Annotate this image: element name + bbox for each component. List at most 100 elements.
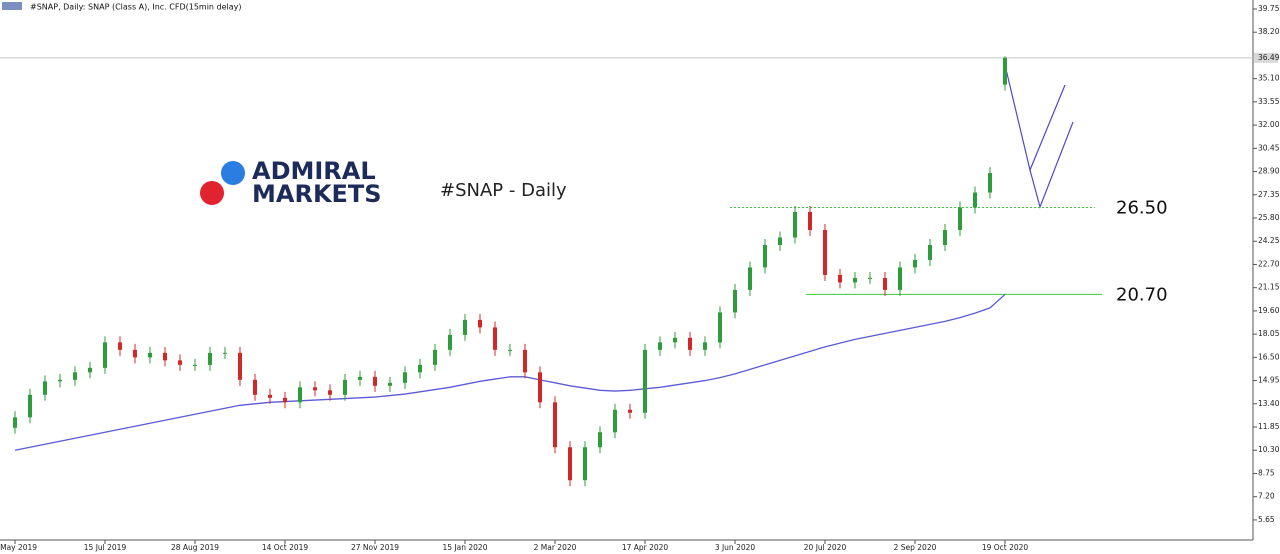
candle-body: [448, 334, 452, 350]
current-price-box: [1254, 52, 1278, 63]
candle-body: [823, 229, 827, 275]
logo-dot-red: [200, 181, 224, 205]
candle-body: [703, 342, 707, 350]
x-tick-label: 15 Jul 2019: [84, 543, 127, 552]
candle-body: [148, 352, 152, 358]
candle-body: [598, 432, 602, 448]
candle-body: [223, 352, 227, 354]
candle-body: [793, 212, 797, 238]
candle-body: [1003, 57, 1007, 85]
y-tick-label: 27.35: [1258, 190, 1280, 199]
candle-body: [628, 409, 632, 413]
candle-body: [88, 367, 92, 373]
candle-body: [748, 267, 752, 290]
y-tick-label: 21.15: [1258, 283, 1280, 292]
candle-body: [688, 337, 692, 350]
candle-body: [958, 207, 962, 230]
candle-body: [358, 376, 362, 380]
header-icon: [2, 2, 22, 10]
candle-body: [538, 372, 542, 403]
candle-body: [103, 342, 107, 368]
candle-body: [853, 277, 857, 283]
candle-body: [403, 372, 407, 383]
candle-body: [388, 382, 392, 386]
candle-body: [13, 417, 17, 428]
candle-body: [898, 267, 902, 290]
candle-body: [673, 337, 677, 343]
candle-body: [553, 402, 557, 448]
candle-body: [58, 379, 62, 382]
logo-line1: ADMIRAL: [252, 157, 376, 185]
y-tick-label: 24.25: [1258, 236, 1280, 245]
y-tick-label: 16.50: [1258, 352, 1280, 361]
y-tick-label: 38.20: [1258, 27, 1280, 36]
candle-body: [373, 376, 377, 386]
candle-body: [718, 312, 722, 343]
y-tick-label: 13.40: [1258, 399, 1280, 408]
candle-body: [418, 364, 422, 373]
y-tick-label: 11.85: [1258, 422, 1280, 431]
candle-body: [208, 352, 212, 365]
candle-body: [163, 352, 167, 361]
logo-line2: MARKETS: [252, 180, 382, 208]
y-tick-label: 14.95: [1258, 376, 1280, 385]
x-tick-label: 28 Aug 2019: [171, 543, 219, 552]
candle-body: [508, 349, 512, 351]
candle-body: [583, 447, 587, 481]
y-tick-label: 18.05: [1258, 329, 1280, 338]
x-tick-label: 15 Jan 2020: [443, 543, 488, 552]
candle-body: [658, 342, 662, 350]
y-tick-label: 30.45: [1258, 143, 1280, 152]
level-label: 20.70: [1116, 284, 1168, 305]
projection-arrow: [1029, 121, 1074, 209]
candle-body: [118, 342, 122, 350]
candle-body: [463, 319, 467, 335]
x-tick-label: 3 Jun 2020: [715, 543, 756, 552]
candle-body: [928, 244, 932, 260]
candle-body: [838, 274, 842, 283]
x-tick-label: 27 Nov 2019: [351, 543, 399, 552]
header: #SNAP, Daily: SNAP (Class A), Inc. CFD(1…: [30, 3, 242, 12]
candle-body: [238, 352, 242, 380]
candle-body: [643, 349, 647, 413]
chart-title: #SNAP - Daily: [440, 180, 567, 201]
candle-body: [433, 349, 437, 365]
candle-body: [988, 173, 992, 193]
moving-average: [14, 293, 1006, 451]
candle-body: [973, 192, 977, 208]
candle-body: [43, 381, 47, 395]
level-label: 26.50: [1116, 198, 1168, 219]
y-tick-label: 22.70: [1258, 259, 1280, 268]
y-tick-label: 39.75: [1258, 4, 1280, 13]
candle-body: [73, 372, 77, 380]
y-tick-label: 7.20: [1258, 492, 1275, 501]
candle-body: [268, 394, 272, 398]
candle-body: [868, 277, 872, 279]
current-price-label: 36.49: [1258, 53, 1280, 62]
candle-body: [523, 349, 527, 373]
candle-body: [493, 327, 497, 350]
candle-body: [133, 349, 137, 358]
candle-body: [943, 229, 947, 245]
y-tick-label: 5.65: [1258, 515, 1275, 524]
candle-body: [763, 244, 767, 268]
candle-body: [808, 212, 812, 230]
y-tick-label: 35.10: [1258, 74, 1280, 83]
candle-body: [613, 409, 617, 433]
x-tick-label: 2 Mar 2020: [534, 543, 577, 552]
y-tick-label: 8.75: [1258, 468, 1275, 477]
x-tick-label: 20 Jul 2020: [804, 543, 847, 552]
y-tick-label: 10.30: [1258, 445, 1280, 454]
candle-body: [313, 387, 317, 391]
y-tick-label: 28.90: [1258, 167, 1280, 176]
y-tick-label: 32.00: [1258, 120, 1280, 129]
y-tick-label: 19.60: [1258, 306, 1280, 315]
candle-body: [328, 390, 332, 395]
candle-body: [343, 379, 347, 395]
candle-body: [913, 259, 917, 268]
x-tick-label: 17 Apr 2020: [622, 543, 669, 552]
candle-body: [28, 394, 32, 418]
x-tick-label: 2 Sep 2020: [894, 543, 937, 552]
